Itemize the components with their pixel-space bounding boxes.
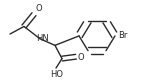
Text: HO: HO xyxy=(50,70,63,79)
Text: O: O xyxy=(36,4,43,13)
Text: HN: HN xyxy=(36,34,49,43)
Text: O: O xyxy=(77,53,84,62)
Text: Br: Br xyxy=(118,31,127,40)
